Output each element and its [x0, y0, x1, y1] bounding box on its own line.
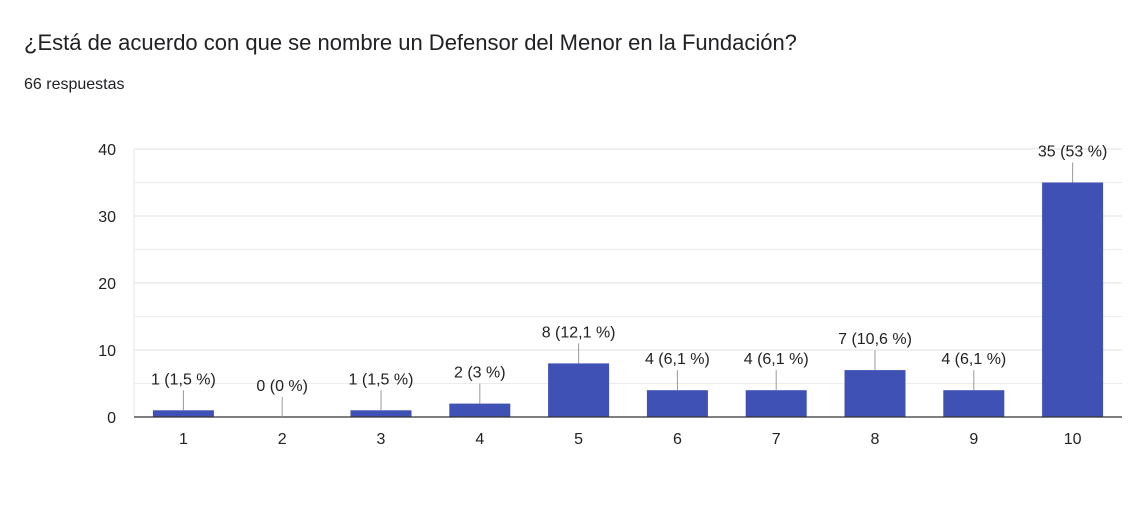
bar: [745, 390, 807, 417]
x-tick-label: 8: [871, 431, 880, 448]
x-tick-label: 9: [969, 431, 978, 448]
bar: [844, 370, 906, 417]
data-label: 1 (1,5 %): [349, 371, 414, 388]
chart-title: ¿Está de acuerdo con que se nombre un De…: [24, 30, 797, 55]
y-tick-label: 10: [98, 343, 116, 360]
data-label: 1 (1,5 %): [151, 371, 216, 388]
data-label: 4 (6,1 %): [744, 351, 809, 368]
x-tick-label: 6: [673, 431, 682, 448]
data-label: 4 (6,1 %): [645, 351, 710, 368]
bar: [152, 410, 214, 417]
bar: [548, 363, 610, 417]
bar: [646, 390, 708, 417]
data-label: 4 (6,1 %): [941, 351, 1006, 368]
data-label: 7 (10,6 %): [838, 331, 912, 348]
data-label: 8 (12,1 %): [542, 324, 616, 341]
x-tick-label: 7: [772, 431, 781, 448]
y-tick-label: 0: [107, 410, 116, 427]
x-tick-label: 2: [278, 431, 287, 448]
x-tick-label: 4: [475, 431, 484, 448]
data-label: 0 (0 %): [256, 378, 308, 395]
x-tick-label: 1: [179, 431, 188, 448]
bar: [1042, 182, 1104, 417]
data-label: 2 (3 %): [454, 365, 506, 382]
x-tick-label: 3: [377, 431, 386, 448]
y-tick-label: 40: [98, 142, 116, 159]
bar: [350, 410, 412, 417]
bar: [449, 403, 511, 417]
y-tick-label: 30: [98, 209, 116, 226]
x-tick-label: 10: [1064, 431, 1082, 448]
bar: [943, 390, 1005, 417]
y-tick-label: 20: [98, 276, 116, 293]
data-label: 35 (53 %): [1038, 144, 1107, 161]
response-count: 66 respuestas: [24, 76, 125, 93]
x-tick-label: 5: [574, 431, 583, 448]
